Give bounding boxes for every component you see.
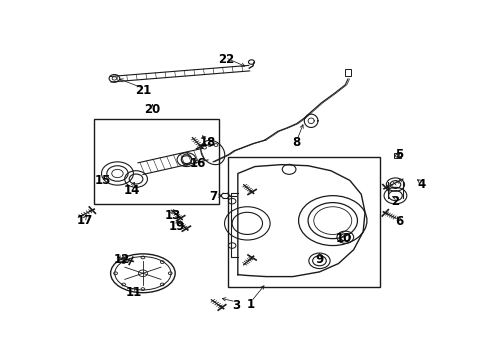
- Text: 12: 12: [114, 253, 130, 266]
- Text: 4: 4: [418, 178, 426, 191]
- Text: 11: 11: [125, 286, 142, 299]
- Text: 5: 5: [395, 148, 403, 161]
- Text: 14: 14: [123, 184, 140, 197]
- Text: 13: 13: [165, 208, 181, 221]
- Bar: [345, 69, 351, 76]
- Text: 6: 6: [395, 216, 403, 229]
- Text: 2: 2: [392, 195, 399, 208]
- Text: 21: 21: [135, 84, 151, 97]
- Bar: [394, 153, 401, 158]
- Text: 15: 15: [95, 174, 111, 187]
- Text: 18: 18: [199, 136, 216, 149]
- Bar: [94, 120, 219, 204]
- Text: 20: 20: [144, 103, 161, 116]
- Text: 17: 17: [76, 214, 93, 227]
- Text: 9: 9: [316, 253, 323, 266]
- Text: 7: 7: [209, 190, 217, 203]
- Text: 19: 19: [169, 220, 185, 233]
- Text: 3: 3: [232, 299, 240, 312]
- Text: 10: 10: [336, 232, 352, 245]
- Text: 8: 8: [293, 136, 301, 149]
- Text: 22: 22: [219, 53, 235, 66]
- Text: 16: 16: [190, 157, 206, 170]
- Text: 1: 1: [247, 298, 255, 311]
- Bar: [228, 157, 380, 287]
